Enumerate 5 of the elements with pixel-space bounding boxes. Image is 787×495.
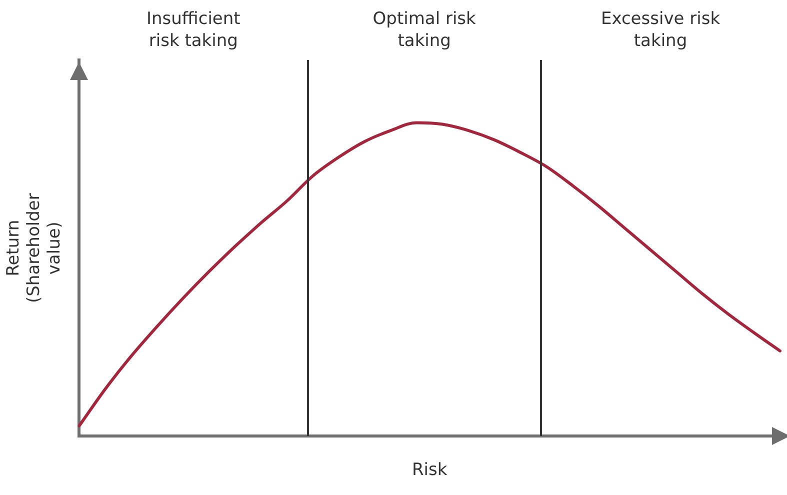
text: Insufficient risk taking — [146, 8, 242, 52]
x-axis-title: Risk — [412, 460, 448, 480]
y-axis-title: Return (Shareholder value) — [4, 193, 64, 304]
text: Optimal risk taking — [372, 8, 477, 52]
text: Excessive risk taking — [600, 8, 720, 52]
